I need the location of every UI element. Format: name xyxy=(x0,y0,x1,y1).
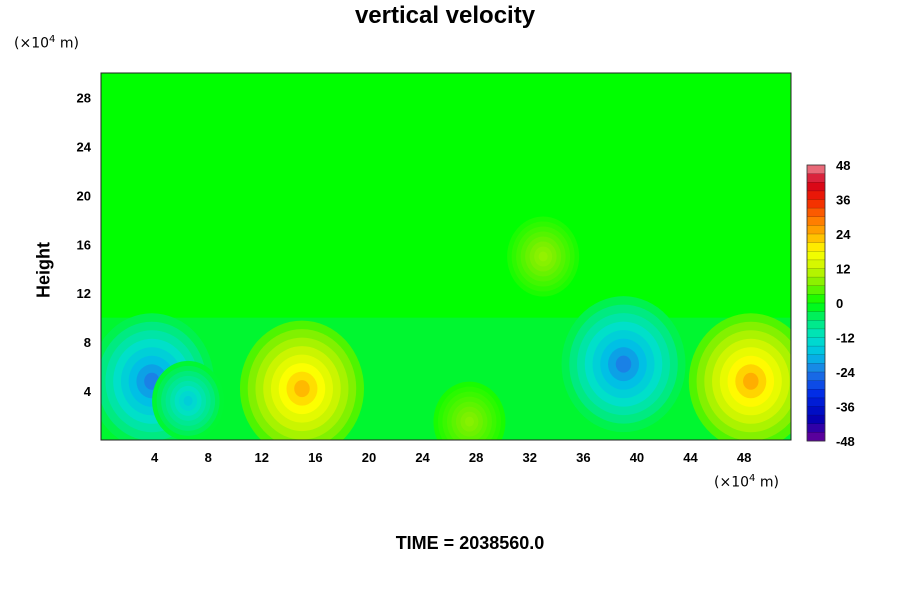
colorbar-swatch xyxy=(807,423,825,433)
colorbar-swatch xyxy=(807,251,825,261)
colorbar-swatch xyxy=(807,432,825,442)
colorbar-swatch xyxy=(807,285,825,295)
colorbar-swatch xyxy=(807,234,825,243)
colorbar-swatch xyxy=(807,216,825,226)
colorbar-tick-label: -12 xyxy=(836,331,855,346)
contour-cell-5 xyxy=(507,216,580,297)
x-tick-label: 44 xyxy=(683,450,698,465)
y-tick-label: 24 xyxy=(77,139,92,154)
x-axis-ticks: 4 8 12 16 20 24 28 32 36 40 44 48 xyxy=(151,450,751,465)
contour-cell-4 xyxy=(688,313,791,440)
x-tick-label: 4 xyxy=(151,450,159,465)
x-tick-label: 40 xyxy=(630,450,644,465)
x-tick-label: 24 xyxy=(415,450,430,465)
colorbar-swatch xyxy=(807,225,825,235)
contour-cell-6 xyxy=(433,381,506,440)
chart-title: vertical velocity xyxy=(354,2,536,29)
colorbar-swatch xyxy=(807,303,825,312)
y-unit-label: (×104 m) xyxy=(14,34,79,52)
colorbar-swatch xyxy=(807,346,825,356)
y-tick-label: 20 xyxy=(77,188,91,203)
colorbar-tick-label: 36 xyxy=(836,193,850,208)
colorbar-tick-label: -24 xyxy=(836,365,856,380)
colorbar-swatch xyxy=(807,182,825,192)
colorbar-swatch xyxy=(807,363,825,373)
x-tick-label: 20 xyxy=(362,450,376,465)
colorbar-swatch xyxy=(807,337,825,347)
contour-cell-3 xyxy=(561,296,686,433)
colorbar-ticks: 48 36 24 12 0 -12 -24 -36 -48 xyxy=(836,158,856,449)
colorbar-swatch xyxy=(807,173,825,183)
colorbar-tick-label: 48 xyxy=(836,158,850,173)
colorbar-swatch xyxy=(807,406,825,416)
y-tick-label: 4 xyxy=(84,384,92,399)
colorbar-swatch xyxy=(807,242,825,252)
colorbar-swatch xyxy=(807,380,825,390)
plot-area xyxy=(101,73,791,440)
x-tick-label: 48 xyxy=(737,450,751,465)
contour-cell-2 xyxy=(239,320,364,440)
colorbar-swatch xyxy=(807,277,825,287)
colorbar-tick-label: 24 xyxy=(836,227,851,242)
x-tick-label: 8 xyxy=(205,450,212,465)
colorbar-tick-label: -48 xyxy=(836,434,855,449)
y-tick-label: 28 xyxy=(77,90,91,105)
colorbar-tick-label: 12 xyxy=(836,262,850,277)
colorbar-swatch xyxy=(807,389,825,399)
x-tick-label: 36 xyxy=(576,450,590,465)
time-label: TIME = 2038560.0 xyxy=(395,533,545,553)
y-tick-label: 8 xyxy=(84,335,91,350)
colorbar xyxy=(806,164,826,442)
y-tick-label: 16 xyxy=(77,237,91,252)
x-unit-label: (×104 m) xyxy=(714,473,779,491)
colorbar-swatch xyxy=(807,199,825,209)
colorbar-swatch xyxy=(807,372,825,381)
plot-frame xyxy=(100,72,792,441)
contour-cell-1 xyxy=(152,360,225,440)
colorbar-frame xyxy=(806,164,826,442)
x-tick-label: 16 xyxy=(308,450,322,465)
colorbar-swatch xyxy=(807,259,825,269)
colorbar-swatch xyxy=(807,165,825,174)
colorbar-swatch xyxy=(807,328,825,338)
colorbar-tick-label: -36 xyxy=(836,400,855,415)
colorbar-tick-label: 0 xyxy=(836,296,843,311)
x-tick-label: 12 xyxy=(255,450,269,465)
colorbar-swatch xyxy=(807,311,825,321)
colorbar-swatch xyxy=(807,415,825,425)
colorbar-swatch xyxy=(807,354,825,364)
colorbar-swatch xyxy=(807,320,825,330)
x-tick-label: 32 xyxy=(523,450,537,465)
colorbar-swatch xyxy=(807,397,825,407)
colorbar-swatch xyxy=(807,268,825,278)
x-tick-label: 28 xyxy=(469,450,483,465)
y-tick-label: 12 xyxy=(77,286,91,301)
colorbar-swatch xyxy=(807,294,825,304)
y-axis-ticks: 4 8 12 16 20 24 28 xyxy=(77,90,92,399)
colorbar-swatch xyxy=(807,190,825,200)
colorbar-swatch xyxy=(807,208,825,218)
